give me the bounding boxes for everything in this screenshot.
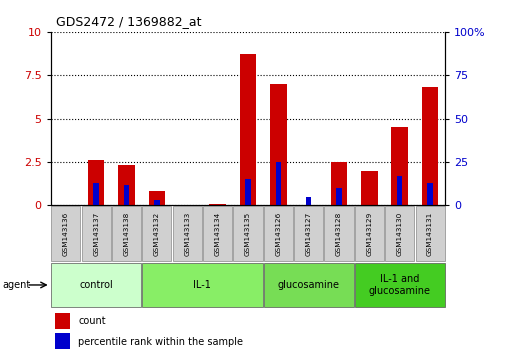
Bar [93, 183, 98, 205]
Text: GSM143132: GSM143132 [154, 211, 160, 256]
Bar [51, 263, 141, 307]
Text: count: count [78, 316, 106, 326]
Bar [427, 183, 432, 205]
Text: GSM143129: GSM143129 [366, 211, 372, 256]
Text: GSM143130: GSM143130 [396, 211, 402, 256]
Text: agent: agent [3, 280, 31, 290]
Bar [88, 160, 105, 205]
Bar [391, 127, 408, 205]
Bar [81, 206, 111, 261]
Text: GSM143131: GSM143131 [426, 211, 432, 256]
Text: GSM143136: GSM143136 [63, 211, 69, 256]
Bar [275, 162, 280, 205]
Bar [324, 206, 353, 261]
Bar [263, 206, 292, 261]
Text: GSM143128: GSM143128 [335, 211, 341, 256]
Text: percentile rank within the sample: percentile rank within the sample [78, 337, 243, 347]
Text: IL-1 and
glucosamine: IL-1 and glucosamine [368, 274, 430, 296]
Bar [124, 184, 129, 205]
Text: GDS2472 / 1369882_at: GDS2472 / 1369882_at [56, 15, 201, 28]
Bar [148, 192, 165, 205]
Bar [415, 206, 444, 261]
Text: control: control [79, 280, 113, 290]
Bar [142, 206, 171, 261]
Text: glucosamine: glucosamine [277, 280, 339, 290]
Bar [396, 176, 401, 205]
Bar [142, 263, 262, 307]
Bar [172, 206, 201, 261]
Bar [118, 165, 135, 205]
Bar [421, 87, 438, 205]
Text: GSM143133: GSM143133 [184, 211, 190, 256]
Text: GSM143135: GSM143135 [244, 211, 250, 256]
Bar [293, 206, 323, 261]
Bar [154, 200, 159, 205]
Text: GSM143126: GSM143126 [275, 211, 281, 256]
Bar [361, 171, 377, 205]
Bar [263, 263, 353, 307]
Bar [330, 162, 346, 205]
Bar [239, 55, 256, 205]
Bar [270, 84, 286, 205]
Bar [112, 206, 141, 261]
Bar [51, 206, 80, 261]
Text: GSM143134: GSM143134 [214, 211, 220, 256]
Bar [354, 263, 444, 307]
Text: IL-1: IL-1 [193, 280, 211, 290]
Bar [354, 206, 383, 261]
Bar [233, 206, 262, 261]
Text: GSM143138: GSM143138 [123, 211, 129, 256]
Bar [55, 313, 70, 329]
Bar [245, 179, 250, 205]
Bar [384, 206, 414, 261]
Bar [203, 206, 232, 261]
Bar [306, 197, 311, 205]
Bar [55, 333, 70, 349]
Text: GSM143137: GSM143137 [93, 211, 99, 256]
Text: GSM143127: GSM143127 [305, 211, 311, 256]
Bar [336, 188, 341, 205]
